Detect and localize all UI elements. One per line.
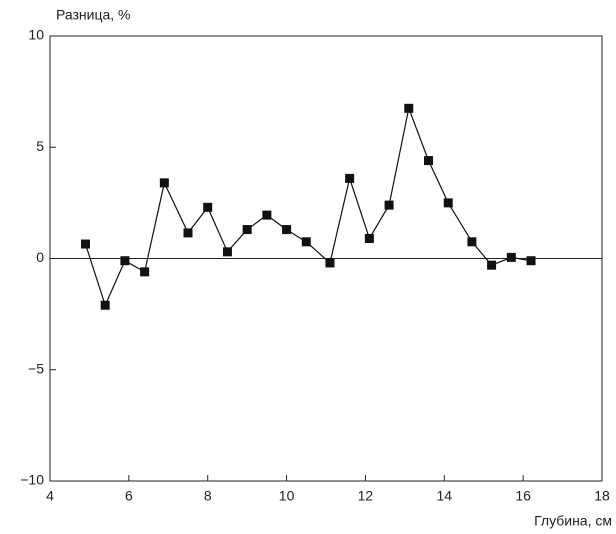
- y-tick-label: −5: [28, 360, 44, 376]
- x-tick-label: 12: [358, 488, 374, 504]
- x-tick-label: 8: [204, 488, 212, 504]
- y-tick-label: 0: [36, 249, 44, 265]
- x-axis-label: Глубина, см: [534, 513, 612, 529]
- data-point: [203, 202, 213, 212]
- data-point: [159, 178, 169, 188]
- data-point: [364, 233, 374, 243]
- data-point: [120, 256, 130, 266]
- data-point: [443, 198, 453, 208]
- data-line: [84, 106, 532, 307]
- x-tick-label: 4: [46, 488, 54, 504]
- x-tick-label: 14: [436, 488, 452, 504]
- data-point: [404, 103, 414, 113]
- data-point: [424, 156, 434, 166]
- x-tick-label: 6: [125, 488, 133, 504]
- data-point: [183, 228, 193, 238]
- x-tick-label: 18: [594, 488, 610, 504]
- data-point: [222, 247, 232, 257]
- data-point: [487, 260, 497, 270]
- data-point: [526, 256, 536, 266]
- data-point: [325, 258, 335, 268]
- data-point: [345, 173, 355, 183]
- data-point: [80, 239, 90, 249]
- x-tick-label: 10: [279, 488, 295, 504]
- data-point: [467, 237, 477, 247]
- x-tick-label: 16: [515, 488, 531, 504]
- data-point: [384, 200, 394, 210]
- data-point: [301, 237, 311, 247]
- data-point: [506, 252, 516, 262]
- y-axis-label: Разница, %: [56, 7, 131, 23]
- data-point: [100, 300, 110, 310]
- y-tick-label: 5: [36, 138, 44, 154]
- y-tick-label: −10: [20, 472, 44, 488]
- data-point: [140, 267, 150, 277]
- data-point: [242, 225, 252, 235]
- y-tick-label: 10: [28, 27, 44, 43]
- data-point: [282, 225, 292, 235]
- data-point: [262, 210, 272, 220]
